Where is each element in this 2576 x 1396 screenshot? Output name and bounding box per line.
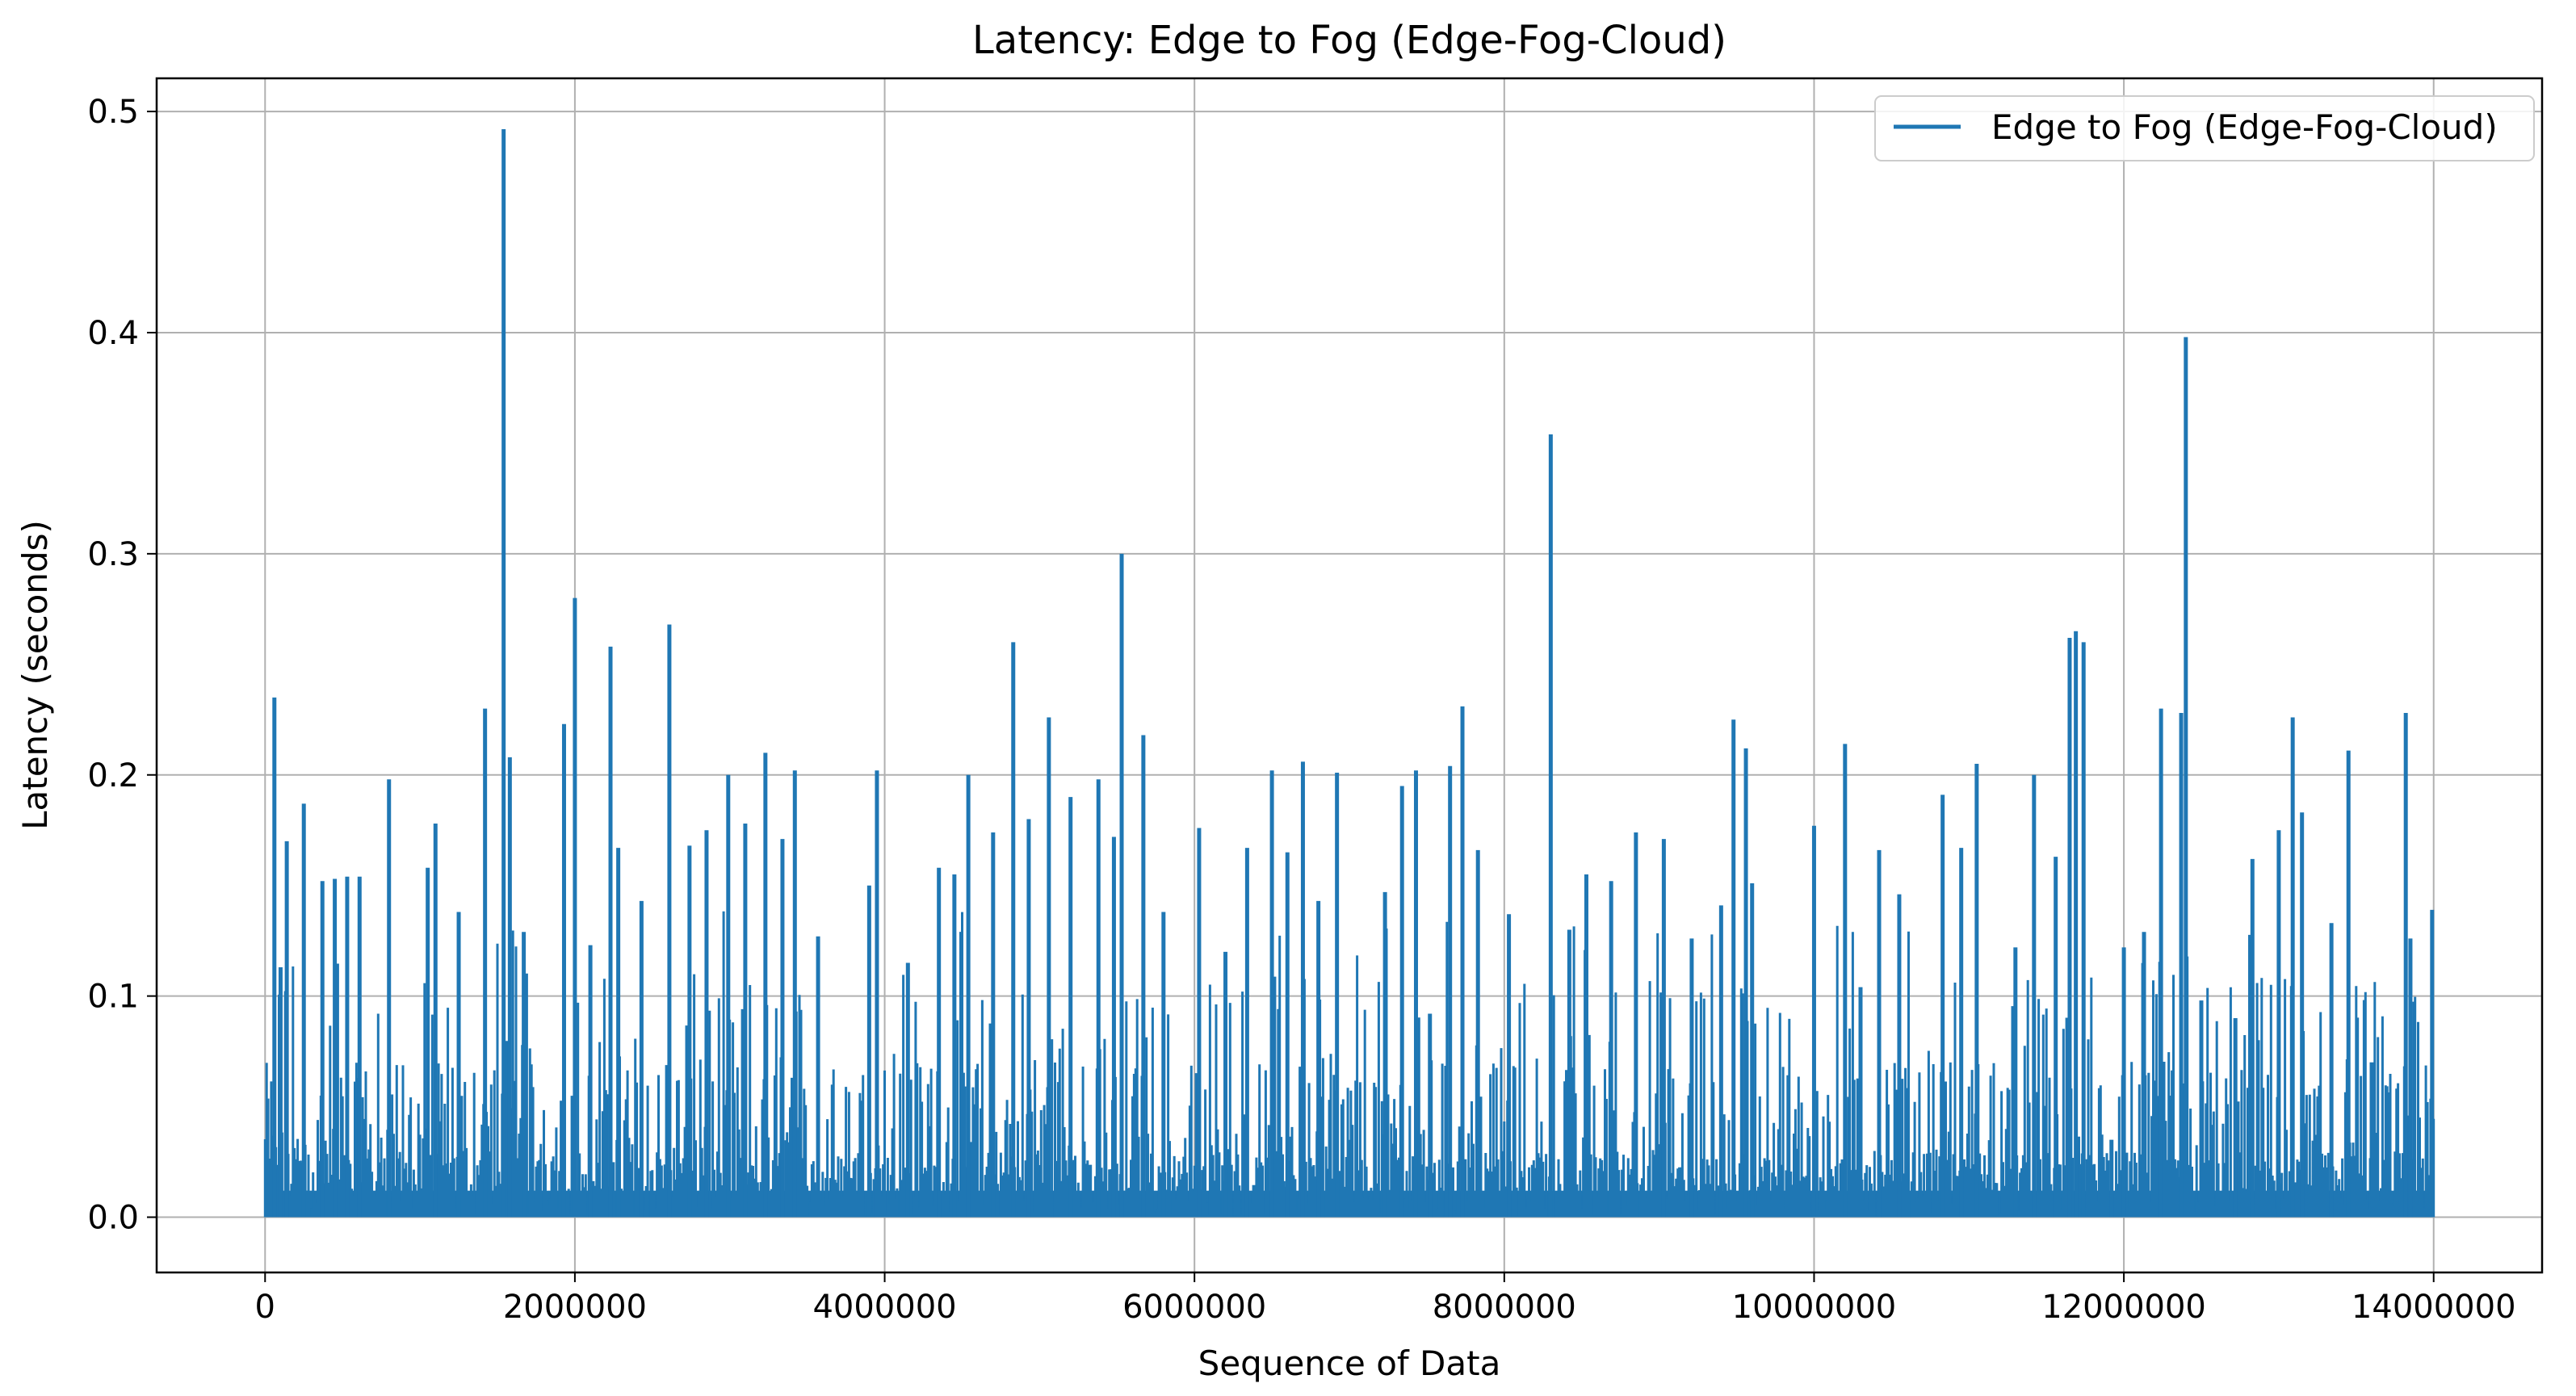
y-tick-label: 0.5	[87, 94, 139, 131]
x-axis-label: Sequence of Data	[1198, 1344, 1501, 1383]
x-tick-label: 0	[255, 1289, 275, 1326]
y-tick-label: 0.3	[87, 536, 139, 573]
y-axis-label: Latency (seconds)	[15, 520, 55, 830]
legend-label: Edge to Fog (Edge-Fog-Cloud)	[1991, 107, 2498, 147]
x-tick-label: 6000000	[1122, 1289, 1266, 1326]
x-tick-label: 14000000	[2352, 1289, 2516, 1326]
legend-box	[1874, 95, 2535, 161]
x-tick-label: 2000000	[503, 1289, 647, 1326]
y-tick-label: 0.0	[87, 1200, 139, 1237]
x-tick-label: 10000000	[1732, 1289, 1897, 1326]
y-tick-label: 0.4	[87, 315, 139, 352]
plot-frame	[155, 77, 2544, 1274]
y-tick-label: 0.1	[87, 979, 139, 1016]
x-axis: 0 2000000 4000000 6000000 8000000 10000000 120…	[255, 1272, 2516, 1326]
chart-title: Latency: Edge to Fog (Edge-Fog-Cloud)	[972, 18, 1726, 63]
series-layer	[263, 128, 2435, 1218]
x-tick-label: 12000000	[2041, 1289, 2206, 1326]
legend: Edge to Fog (Edge-Fog-Cloud)	[1874, 95, 2535, 161]
y-axis: 0.0 0.1 0.2 0.3 0.4 0.5	[87, 94, 157, 1237]
y-tick-label: 0.2	[87, 757, 139, 794]
x-tick-label: 8000000	[1433, 1289, 1576, 1326]
x-tick-label: 4000000	[812, 1289, 956, 1326]
